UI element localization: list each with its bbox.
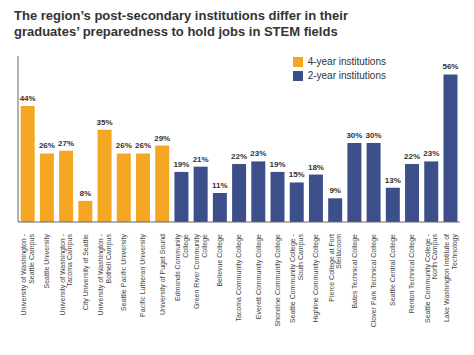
svg-text:44%: 44% [20, 94, 36, 103]
html-text:4-year institutions: 4-year institutions [307, 56, 386, 67]
svg-text:13%: 13% [385, 176, 401, 185]
svg-text:22%: 22% [404, 152, 420, 161]
svg-text:8%: 8% [80, 189, 92, 198]
html-text:2-year institutions: 2-year institutions [307, 70, 386, 81]
svg-text:27%: 27% [58, 139, 74, 148]
svg-text:35%: 35% [97, 118, 113, 127]
svg-text:Clover Park Technical College: Clover Park Technical College [370, 234, 378, 327]
svg-text:56%: 56% [442, 62, 458, 71]
svg-text:23%: 23% [250, 149, 266, 158]
svg-text:University of Washington -Both: University of Washington -Bothell Campus [97, 233, 113, 315]
svg-text:Lake Washington Institute ofTe: Lake Washington Institute ofTechnology [443, 234, 459, 323]
svg-text:Renton Technical College: Renton Technical College [408, 234, 416, 313]
svg-text:Bellevue College: Bellevue College [216, 234, 224, 287]
svg-text:Seattle Central College: Seattle Central College [389, 234, 397, 306]
svg-text:Pierce College at FortSteilaco: Pierce College at FortSteilacoom [328, 234, 343, 302]
svg-text:Shoreline Community College: Shoreline Community College [274, 234, 282, 327]
svg-text:26%: 26% [135, 141, 151, 150]
svg-text:26%: 26% [116, 141, 132, 150]
svg-text:City University of Seattle: City University of Seattle [82, 234, 90, 310]
svg-text:18%: 18% [308, 163, 324, 172]
svg-text:Tacoma Community College: Tacoma Community College [235, 234, 243, 322]
svg-text:Green River CommunityCollege: Green River CommunityCollege [193, 234, 209, 310]
html-text:The region’s post-secondary in: The region’s post-secondary institutions… [14, 8, 348, 23]
svg-text:Pacific Lutheran University: Pacific Lutheran University [139, 234, 147, 317]
svg-text:Seattle University: Seattle University [43, 234, 51, 289]
svg-text:30%: 30% [346, 131, 362, 140]
svg-text:Highline Community College: Highline Community College [312, 234, 320, 322]
svg-text:21%: 21% [193, 155, 209, 164]
svg-text:11%: 11% [212, 181, 228, 190]
svg-text:Edmonds CommunityCollege: Edmonds CommunityCollege [174, 234, 190, 301]
svg-text:29%: 29% [154, 134, 170, 143]
svg-text:23%: 23% [423, 149, 439, 158]
svg-text:22%: 22% [231, 152, 247, 161]
svg-text:19%: 19% [270, 160, 286, 169]
svg-text:Bates Technical College: Bates Technical College [351, 234, 359, 309]
svg-text:9%: 9% [329, 186, 341, 195]
html-text:graduates’ preparedness to hol: graduates’ preparedness to hold jobs in … [14, 24, 338, 39]
svg-text:30%: 30% [366, 131, 382, 140]
svg-text:26%: 26% [39, 141, 55, 150]
svg-text:Everett Community College: Everett Community College [255, 234, 263, 319]
svg-text:Seattle Pacific University: Seattle Pacific University [120, 234, 128, 312]
svg-text:University of Puget Sound: University of Puget Sound [159, 234, 167, 315]
svg-text:University of Washington -Taco: University of Washington -Tacoma Campus [59, 233, 75, 315]
svg-text:Seattle Community College -Sou: Seattle Community College -South Campus [289, 233, 305, 323]
svg-text:University of Washington -Seat: University of Washington -Seattle Campus [20, 233, 36, 315]
svg-text:Seattle Community College -Nor: Seattle Community College -North Campus [424, 233, 440, 323]
svg-text:15%: 15% [289, 170, 305, 179]
svg-text:19%: 19% [173, 160, 189, 169]
